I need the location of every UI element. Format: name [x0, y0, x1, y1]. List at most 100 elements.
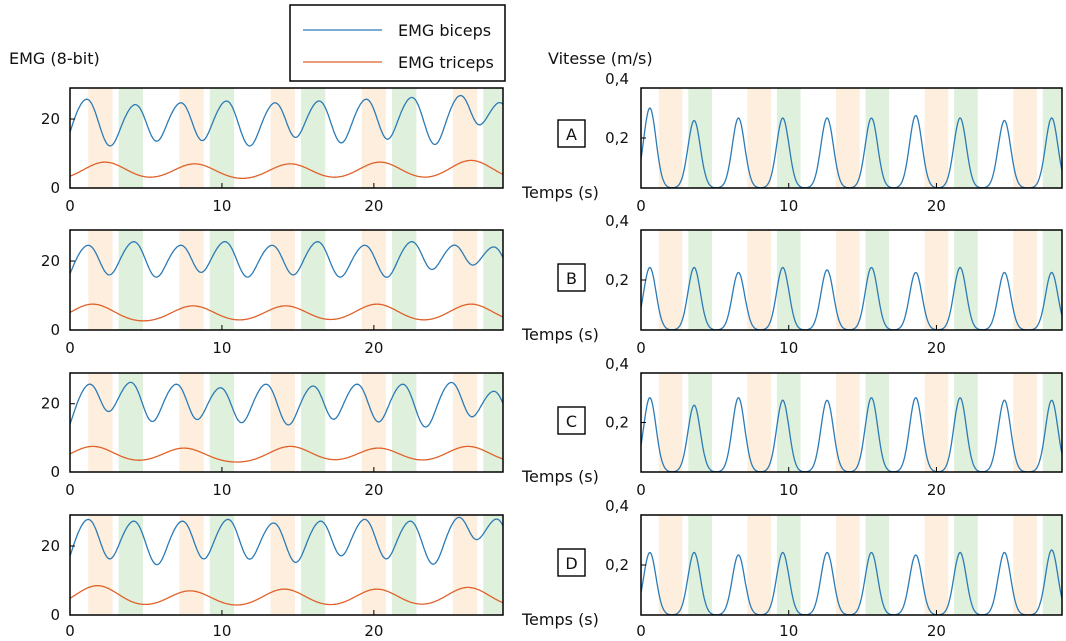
phase-band-orange [747, 230, 771, 330]
emg-axes-frame [69, 372, 504, 473]
phase-band-orange [658, 88, 683, 188]
emg-panel-b: 0 20 0 10 20 [41, 229, 504, 357]
legend-box [289, 4, 506, 82]
phase-band-green [392, 230, 417, 330]
panel-letter-box [557, 263, 586, 292]
x-tick-label: 10 [779, 481, 798, 499]
panel-letter-box [557, 548, 586, 577]
phase-band-orange [1013, 230, 1037, 330]
phase-band-orange [835, 88, 860, 188]
x-tick-label: 0 [636, 197, 646, 215]
legend-label-biceps: EMG biceps [398, 21, 491, 40]
phase-band-green [392, 515, 417, 615]
x-tick-label: 20 [927, 481, 946, 499]
phase-band-green [392, 373, 417, 472]
x-tick-label: 20 [927, 197, 946, 215]
y-tick-label: 0 [50, 606, 60, 624]
phase-band-orange [179, 515, 204, 615]
phase-band-orange [747, 515, 771, 615]
phase-band-orange [361, 373, 387, 472]
x-tick-label: 10 [779, 622, 798, 640]
emg-axes-frame [69, 87, 504, 189]
x-tick-label: 20 [927, 339, 946, 357]
phase-band-green [1042, 88, 1062, 188]
phase-band-orange [361, 88, 387, 188]
velocity-panel-a: 0,4 0,2 0 10 20 [605, 70, 1063, 215]
y-tick-label: 0,4 [605, 355, 629, 373]
y-tick-label: 0 [50, 179, 60, 197]
phase-band-orange [835, 373, 860, 472]
phase-band-orange [88, 230, 113, 330]
x-tick-label: 20 [364, 622, 383, 640]
panel-letter-box [557, 119, 586, 148]
phase-band-green [865, 230, 890, 330]
phase-band-orange [924, 373, 949, 472]
series-emg-triceps [69, 585, 504, 606]
velocity-panel-d: 0,4 0,2 0 10 20 [605, 497, 1063, 640]
phase-band-orange [88, 515, 113, 615]
y-tick-label: 0 [50, 321, 60, 339]
phase-band-orange [270, 230, 295, 330]
emg-axes-frame [69, 229, 504, 331]
x-tick-label: 20 [364, 339, 383, 357]
phase-band-green [688, 515, 712, 615]
x-tick-label: 20 [927, 622, 946, 640]
phase-band-green [1042, 373, 1062, 472]
right-ylabel: Vitesse (m/s) [548, 49, 653, 68]
x-tick-label: 20 [364, 481, 383, 499]
phase-band-orange [361, 515, 387, 615]
series-emg-biceps [69, 516, 504, 566]
phase-band-orange [658, 373, 683, 472]
phase-band-green [300, 515, 326, 615]
y-tick-label: 0,2 [605, 556, 629, 574]
phase-band-orange [747, 88, 771, 188]
phase-band-green [483, 88, 503, 188]
y-tick-label: 20 [41, 395, 60, 413]
x-tick-label: 0 [636, 481, 646, 499]
panel-letter-c: C [557, 406, 586, 435]
phase-band-green [483, 515, 503, 615]
x-tick-label: 10 [212, 622, 231, 640]
phase-band-green [118, 230, 143, 330]
x-axis-label: Temps (s) [521, 325, 599, 344]
phase-band-green [1042, 230, 1062, 330]
emg-axes-frame [69, 514, 504, 616]
phase-band-orange [1013, 373, 1037, 472]
y-tick-label: 0,2 [605, 414, 629, 432]
phase-band-green [209, 373, 235, 472]
x-axis-label: Temps (s) [521, 183, 599, 202]
phase-band-orange [452, 373, 478, 472]
emg-panel-a: 0 20 0 10 20 [41, 87, 504, 215]
phase-band-orange [835, 515, 860, 615]
phase-band-green [865, 88, 890, 188]
phase-band-green [209, 515, 235, 615]
phase-band-orange [924, 88, 949, 188]
velocity-panel-c: 0,4 0,2 0 10 20 [605, 355, 1063, 499]
phase-band-green [483, 230, 503, 330]
phase-band-orange [452, 515, 478, 615]
y-tick-label: 0,4 [605, 497, 629, 515]
y-tick-label: 0,2 [605, 271, 629, 289]
y-tick-label: 0,2 [605, 129, 629, 147]
x-tick-label: 10 [212, 481, 231, 499]
phase-band-orange [179, 373, 204, 472]
x-tick-label: 0 [65, 339, 75, 357]
phase-band-orange [1013, 88, 1037, 188]
x-tick-label: 20 [364, 197, 383, 215]
x-axis-label: Temps (s) [521, 610, 599, 629]
x-tick-label: 0 [65, 481, 75, 499]
panel-letter-d: D [557, 548, 586, 577]
phase-band-orange [270, 88, 295, 188]
phase-band-orange [924, 515, 949, 615]
y-tick-label: 20 [41, 252, 60, 270]
phase-band-green [954, 88, 978, 188]
left-ylabel: EMG (8-bit) [9, 49, 100, 68]
phase-band-orange [835, 230, 860, 330]
phase-band-green [1042, 515, 1062, 615]
panel-letter-label: D [565, 554, 577, 573]
x-tick-label: 0 [65, 622, 75, 640]
phase-band-green [300, 373, 326, 472]
velocity-panel-b: 0,4 0,2 0 10 20 [605, 212, 1063, 357]
